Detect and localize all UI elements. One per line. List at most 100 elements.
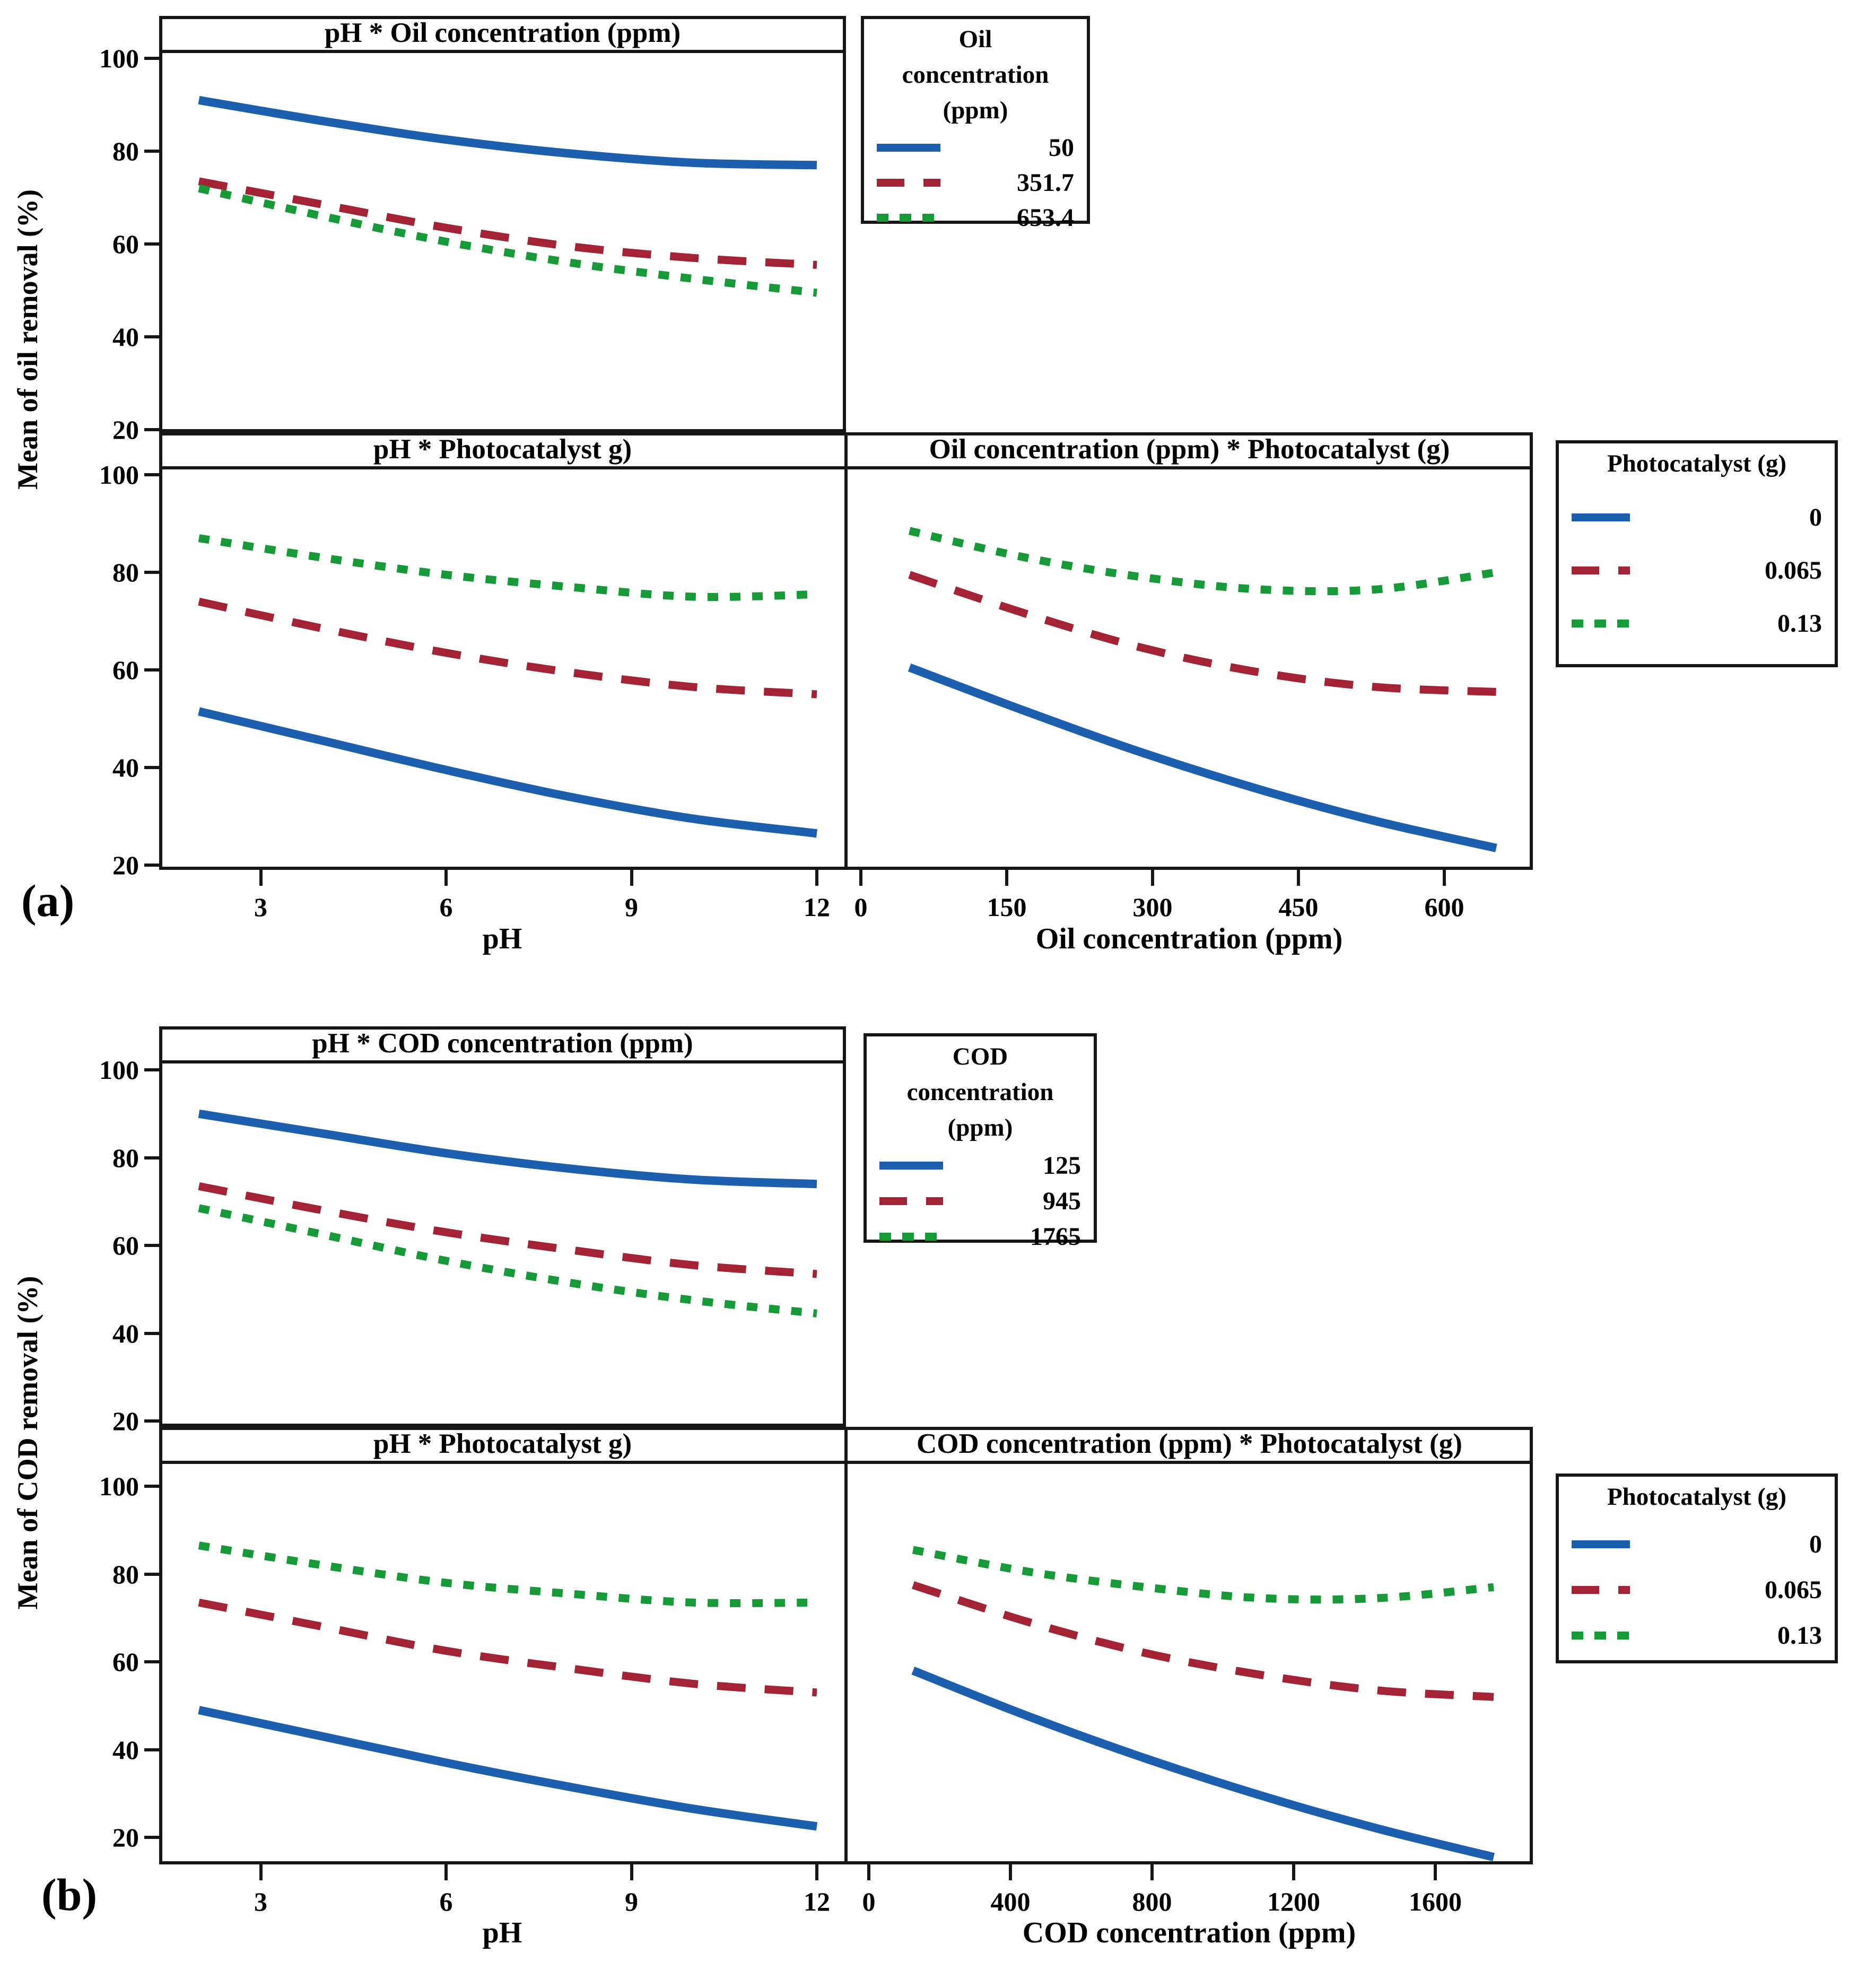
y-tick-mark bbox=[144, 335, 159, 338]
x-tick-label: 300 bbox=[1132, 892, 1173, 922]
legend-item-value: 125 bbox=[1043, 1151, 1081, 1180]
x-tick-mark bbox=[815, 870, 818, 886]
y-tick-mark bbox=[144, 1244, 159, 1247]
y-tick-mark bbox=[144, 1748, 159, 1751]
legend-item-value: 0.065 bbox=[1765, 1575, 1822, 1604]
legend-title-line: (ppm) bbox=[947, 1114, 1013, 1141]
x-tick-mark bbox=[1009, 1864, 1012, 1880]
legend-title-line: Oil bbox=[958, 25, 992, 53]
subplot-title-band-a-bottom-left: pH * Photocatalyst g) bbox=[159, 432, 846, 469]
subplot-title-text: pH * Photocatalyst g) bbox=[373, 434, 632, 465]
legend-item-value: 945 bbox=[1043, 1187, 1081, 1215]
legend-item-value: 50 bbox=[1049, 133, 1074, 162]
legend-title-line: Photocatalyst (g) bbox=[1607, 1483, 1787, 1511]
x-tick-mark bbox=[1292, 1864, 1295, 1880]
legend-swatch-solid-line-icon bbox=[879, 1161, 943, 1170]
y-tick-label: 80 bbox=[112, 1559, 139, 1589]
legend-cod-concentration: COD concentration (ppm) 125 945 1765 bbox=[864, 1033, 1097, 1251]
x-tick-label: 1200 bbox=[1267, 1887, 1320, 1916]
legend-title-line: (ppm) bbox=[943, 97, 1008, 124]
y-tick-label: 20 bbox=[112, 1406, 139, 1436]
x-axis-title-b-cod: COD concentration (ppm) bbox=[1022, 1916, 1356, 1949]
x-tick-mark bbox=[1296, 870, 1300, 886]
y-tick-label: 40 bbox=[112, 1318, 139, 1348]
legend-item: 351.7 bbox=[864, 168, 1087, 197]
y-tick-label: 60 bbox=[112, 655, 139, 685]
legend-item: 0.065 bbox=[1559, 555, 1835, 585]
x-tick-label: 0 bbox=[862, 1887, 876, 1916]
x-tick-label: 3 bbox=[254, 1887, 267, 1916]
panel-divider-b bbox=[844, 1427, 848, 1864]
x-tick-label: 450 bbox=[1278, 892, 1319, 922]
legend-item-value: 653.4 bbox=[1017, 203, 1074, 232]
y-tick-label: 80 bbox=[112, 1143, 139, 1173]
x-tick-label: 0 bbox=[854, 892, 868, 922]
x-axis-title-a-ph: pH bbox=[482, 922, 522, 955]
x-tick-mark bbox=[1150, 870, 1154, 886]
legend-swatch-solid-line-icon bbox=[1572, 513, 1630, 521]
y-tick-mark bbox=[144, 864, 159, 867]
subplot-title-band-a-top: pH * Oil concentration (ppm) bbox=[159, 16, 846, 53]
legend-item-value: 1765 bbox=[1030, 1222, 1081, 1251]
x-tick-label: 400 bbox=[990, 1887, 1031, 1916]
legend-title-line: Photocatalyst (g) bbox=[1607, 450, 1787, 477]
x-tick-mark bbox=[444, 870, 448, 886]
x-tick-label: 1600 bbox=[1409, 1887, 1462, 1916]
legend-item: 0 bbox=[1559, 502, 1835, 532]
legend-item: 0.065 bbox=[1559, 1575, 1835, 1604]
x-tick-label: 9 bbox=[625, 1887, 638, 1916]
subplot-frame-a-top-left bbox=[159, 16, 846, 432]
x-tick-mark bbox=[815, 1864, 818, 1880]
x-tick-mark bbox=[1005, 870, 1008, 886]
y-tick-mark bbox=[144, 1419, 159, 1423]
y-tick-label: 20 bbox=[112, 850, 139, 880]
legend-swatch-dotted-line-icon bbox=[1572, 1631, 1630, 1640]
legend-swatch-dotted-line-icon bbox=[1572, 619, 1630, 627]
x-tick-label: 12 bbox=[804, 1887, 830, 1916]
legend-item-value: 0 bbox=[1809, 1530, 1822, 1558]
y-tick-mark bbox=[144, 668, 159, 672]
y-tick-mark bbox=[144, 571, 159, 574]
y-tick-label: 100 bbox=[99, 43, 139, 73]
y-tick-label: 100 bbox=[99, 1471, 139, 1501]
x-tick-mark bbox=[867, 1864, 870, 1880]
legend-swatch-dashed-line-icon bbox=[877, 178, 940, 187]
x-tick-label: 150 bbox=[987, 892, 1027, 922]
y-tick-mark bbox=[144, 242, 159, 246]
legend-title-line: concentration bbox=[906, 1078, 1054, 1106]
x-tick-label: 3 bbox=[254, 892, 267, 922]
y-axis-title-b: Mean of COD removal (%) bbox=[12, 1276, 43, 1610]
subplot-title-text: pH * COD concentration (ppm) bbox=[312, 1028, 693, 1059]
legend-swatch-solid-line-icon bbox=[1572, 1540, 1630, 1548]
legend-swatch-dotted-line-icon bbox=[877, 213, 940, 222]
subplot-title-text: pH * Photocatalyst g) bbox=[373, 1428, 632, 1459]
y-tick-mark bbox=[144, 428, 159, 431]
x-tick-label: 6 bbox=[439, 892, 453, 922]
subplot-title-band-b-top: pH * COD concentration (ppm) bbox=[159, 1026, 846, 1063]
y-tick-mark bbox=[144, 1572, 159, 1576]
panel-label-a: (a) bbox=[21, 875, 75, 926]
x-tick-label: 800 bbox=[1132, 1887, 1172, 1916]
legend-item: 0 bbox=[1559, 1530, 1835, 1558]
legend-swatch-dashed-line-icon bbox=[1572, 1585, 1630, 1594]
x-tick-mark bbox=[1150, 1864, 1154, 1880]
legend-oil-concentration: Oil concentration (ppm) 50 351.7 653.4 bbox=[861, 16, 1090, 232]
x-axis-title-b-ph: pH bbox=[482, 1916, 522, 1949]
y-tick-mark bbox=[144, 1331, 159, 1335]
x-tick-mark bbox=[1434, 1864, 1437, 1880]
x-tick-label: 600 bbox=[1424, 892, 1464, 922]
legend-item-value: 351.7 bbox=[1017, 168, 1074, 197]
subplot-title-band-a-bottom-right: Oil concentration (ppm) * Photocatalyst … bbox=[846, 432, 1533, 469]
legend-swatch-dashed-line-icon bbox=[879, 1197, 943, 1205]
legend-item-value: 0 bbox=[1809, 503, 1822, 531]
y-tick-label: 60 bbox=[112, 229, 139, 259]
x-tick-label: 6 bbox=[439, 1887, 453, 1916]
legend-swatch-solid-line-icon bbox=[877, 143, 940, 152]
subplot-title-band-b-bottom-right: COD concentration (ppm) * Photocatalyst … bbox=[846, 1427, 1533, 1464]
x-tick-mark bbox=[444, 1864, 448, 1880]
y-tick-mark bbox=[144, 57, 159, 60]
y-tick-mark bbox=[144, 1836, 159, 1839]
y-tick-label: 20 bbox=[112, 415, 139, 444]
subplot-title-text: pH * Oil concentration (ppm) bbox=[324, 18, 681, 48]
y-tick-mark bbox=[144, 1660, 159, 1663]
